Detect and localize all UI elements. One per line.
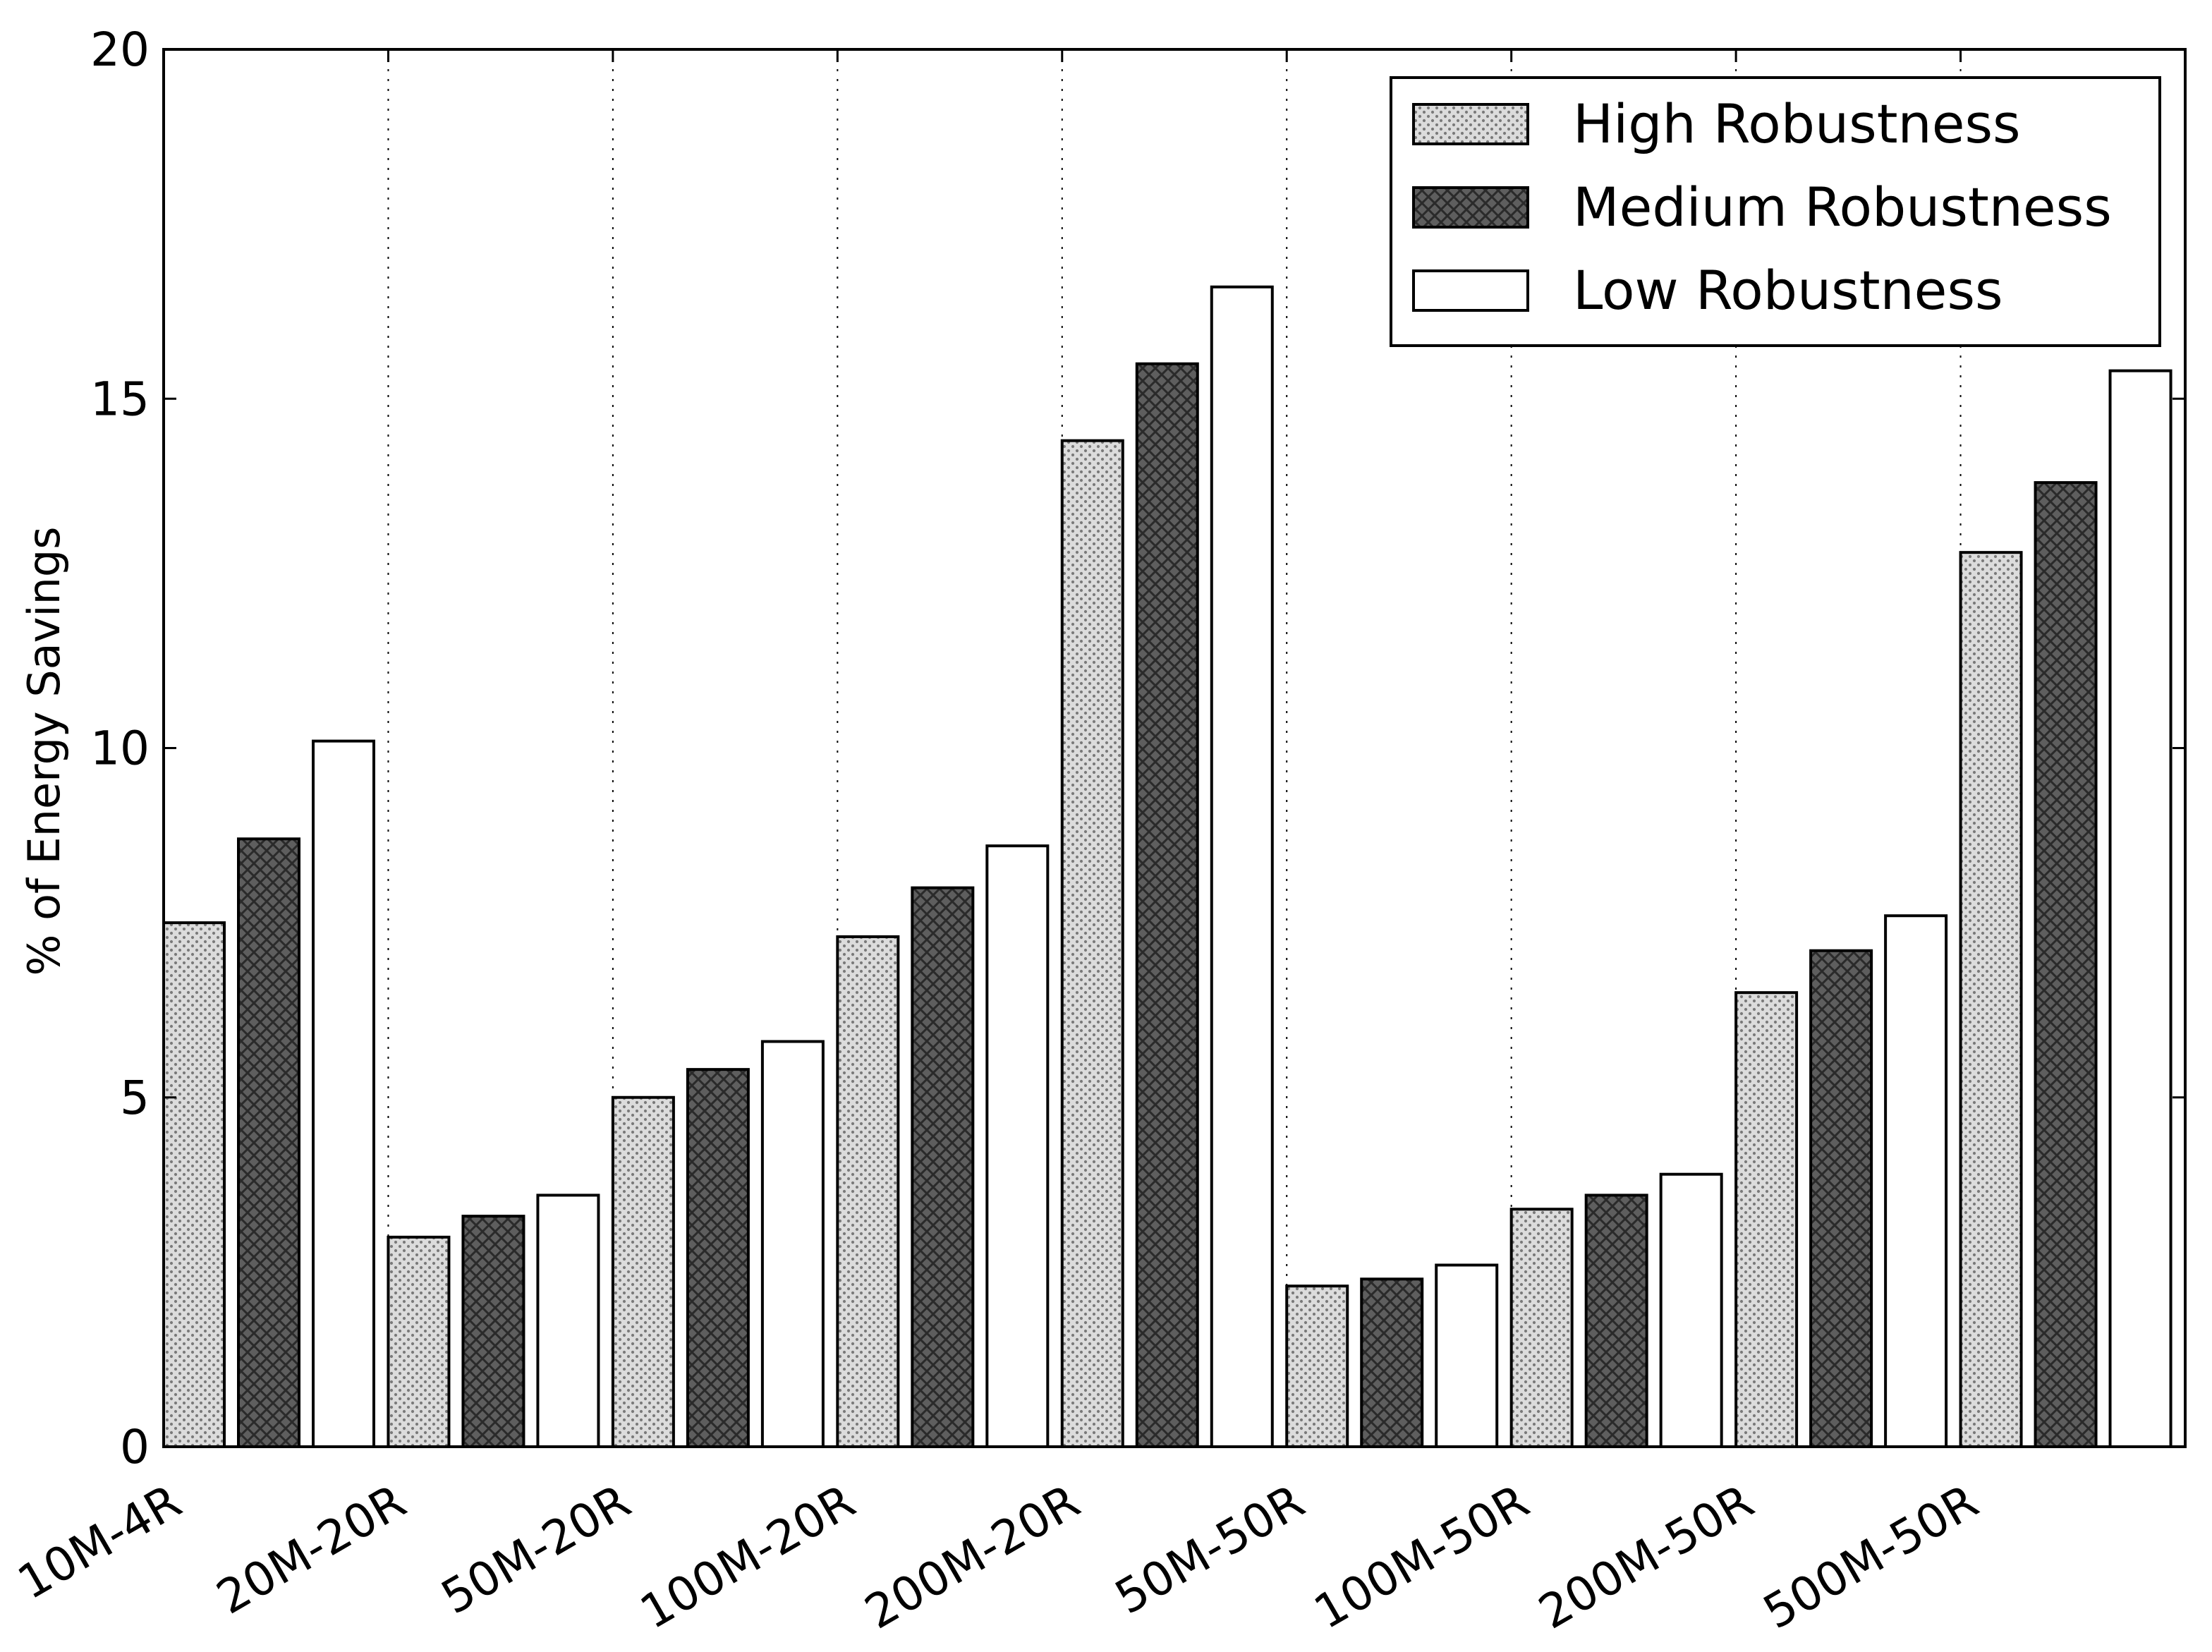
bar-high-robustness: [836, 935, 900, 1449]
bar-low-robustness: [1884, 914, 1948, 1448]
bar-medium-robustness: [1584, 1194, 1648, 1449]
bar-medium-robustness: [911, 886, 975, 1448]
bar-high-robustness: [611, 1095, 675, 1448]
bar-high-robustness: [1959, 551, 2023, 1448]
bar-medium-robustness: [461, 1215, 525, 1448]
bar-low-robustness: [985, 844, 1050, 1449]
legend-label: Low Robustness: [1573, 259, 2003, 322]
bar-medium-robustness: [686, 1068, 750, 1448]
bar-low-robustness: [1659, 1172, 1723, 1448]
y-tick-label: 15: [90, 372, 150, 426]
legend-swatch: [1412, 269, 1529, 312]
y-axis-title: % of Energy Savings: [18, 526, 70, 976]
bar-medium-robustness: [1360, 1277, 1424, 1449]
legend: High Robustness Medium Robustness Low Robu…: [1390, 76, 2161, 347]
bar-low-robustness: [760, 1040, 825, 1448]
bar-low-robustness: [1210, 285, 1274, 1448]
x-tick-label: 200M-50R: [1530, 1474, 1763, 1640]
y-tick-label: 0: [120, 1420, 150, 1474]
x-tick-label: 100M-20R: [631, 1474, 864, 1640]
bar-high-robustness: [1060, 439, 1124, 1448]
y-tick-label: 5: [120, 1071, 150, 1125]
bar-medium-robustness: [237, 837, 300, 1448]
legend-swatch: [1412, 186, 1529, 229]
x-tick-label: 500M-50R: [1754, 1474, 1987, 1640]
bar-high-robustness: [1285, 1284, 1349, 1449]
bar-high-robustness: [162, 921, 226, 1448]
x-tick-label: 50M-20R: [432, 1474, 640, 1625]
bar-low-robustness: [2108, 369, 2172, 1448]
x-tick-label: 50M-50R: [1106, 1474, 1313, 1625]
x-tick-label: 200M-20R: [856, 1474, 1088, 1640]
bar-medium-robustness: [1135, 362, 1199, 1448]
x-tick-label: 100M-50R: [1305, 1474, 1538, 1640]
legend-label: High Robustness: [1573, 92, 2021, 155]
y-tick-label: 10: [90, 722, 150, 776]
bars: [162, 285, 2172, 1449]
x-tick-label: 20M-20R: [208, 1474, 415, 1625]
bar-low-robustness: [312, 739, 375, 1448]
bar-high-robustness: [387, 1235, 451, 1448]
bar-low-robustness: [536, 1194, 600, 1449]
x-tick-label: 10M-4R: [8, 1474, 190, 1610]
bar-medium-robustness: [1809, 949, 1873, 1448]
y-tick-label: 20: [90, 23, 150, 77]
bar-low-robustness: [1435, 1263, 1499, 1448]
bar-medium-robustness: [2034, 481, 2098, 1448]
legend-label: Medium Robustness: [1573, 176, 2112, 238]
bar-high-robustness: [1734, 991, 1799, 1449]
legend-swatch: [1412, 103, 1529, 145]
bar-high-robustness: [1509, 1208, 1574, 1448]
